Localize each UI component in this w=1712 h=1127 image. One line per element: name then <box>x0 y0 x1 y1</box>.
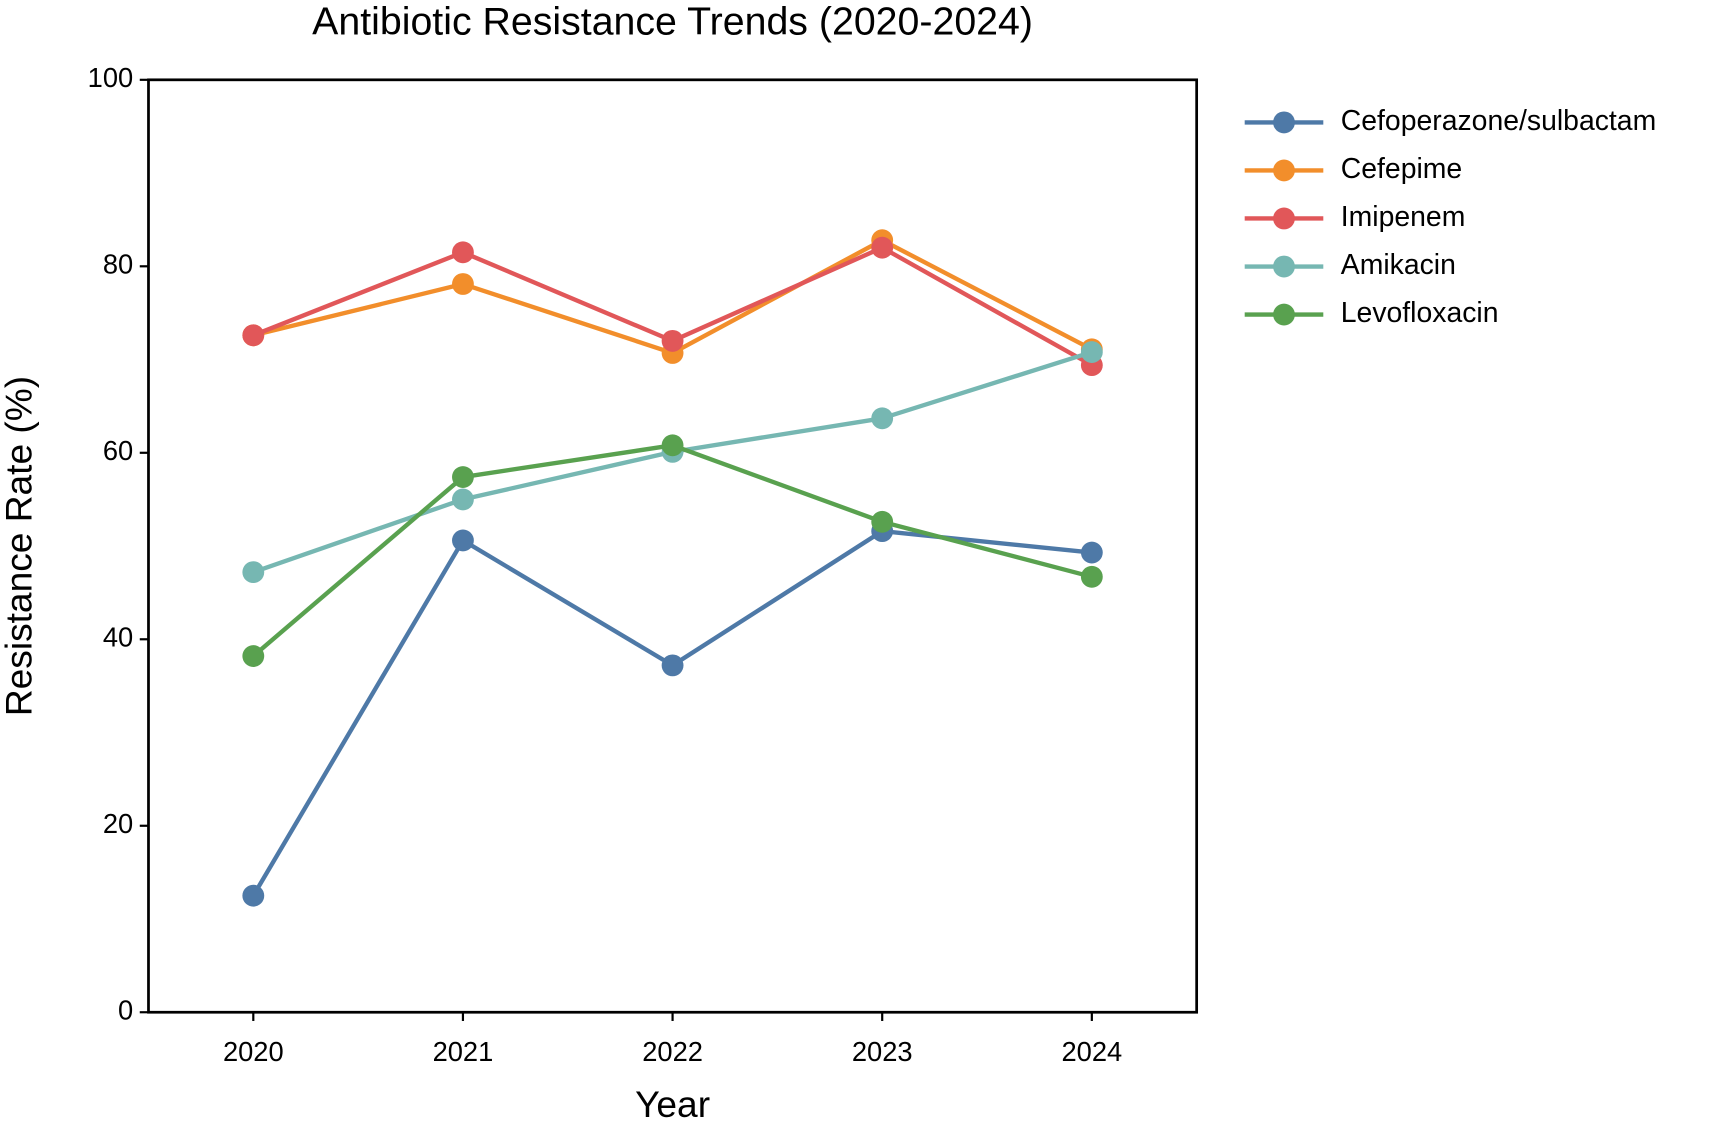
legend-marker <box>1273 207 1295 230</box>
x-tick-label: 2020 <box>223 1036 284 1067</box>
y-tick-label: 0 <box>118 994 133 1025</box>
legend-marker <box>1273 159 1295 182</box>
y-axis-label: Resistance Rate (%) <box>0 376 40 716</box>
data-point <box>661 654 684 677</box>
data-point <box>1080 541 1103 564</box>
data-point <box>871 407 894 430</box>
legend-marker <box>1273 255 1295 278</box>
legend-label: Cefepime <box>1341 153 1462 185</box>
data-point <box>1080 341 1103 364</box>
data-point <box>661 434 684 457</box>
data-point <box>1080 565 1103 588</box>
data-point <box>452 529 474 552</box>
chart-title: Antibiotic Resistance Trends (2020-2024) <box>312 0 1033 44</box>
x-tick-label: 2022 <box>642 1036 703 1067</box>
y-tick-label: 40 <box>103 621 133 652</box>
y-tick-label: 20 <box>103 808 133 839</box>
x-axis-label: Year <box>635 1083 710 1125</box>
data-point <box>242 884 265 907</box>
legend-marker <box>1273 303 1295 326</box>
data-point <box>452 241 474 264</box>
x-tick-label: 2024 <box>1061 1036 1122 1067</box>
data-point <box>452 466 474 488</box>
legend-label: Imipenem <box>1341 201 1466 233</box>
legend-label: Cefoperazone/sulbactam <box>1341 105 1656 137</box>
legend-marker <box>1273 111 1295 134</box>
data-point <box>242 561 265 584</box>
data-point <box>661 329 684 352</box>
data-point <box>871 510 894 533</box>
data-point <box>452 488 474 511</box>
y-tick-label: 80 <box>103 249 133 280</box>
legend-label: Levofloxacin <box>1341 297 1499 329</box>
data-point <box>452 273 474 295</box>
x-tick-label: 2023 <box>852 1036 913 1067</box>
legend-label: Amikacin <box>1341 249 1456 281</box>
y-tick-label: 60 <box>103 435 133 466</box>
y-tick-label: 100 <box>88 62 134 93</box>
x-tick-label: 2021 <box>433 1036 494 1067</box>
plot-frame <box>147 78 1199 1014</box>
data-point <box>871 236 894 259</box>
data-point <box>242 324 265 347</box>
data-point <box>242 645 265 667</box>
